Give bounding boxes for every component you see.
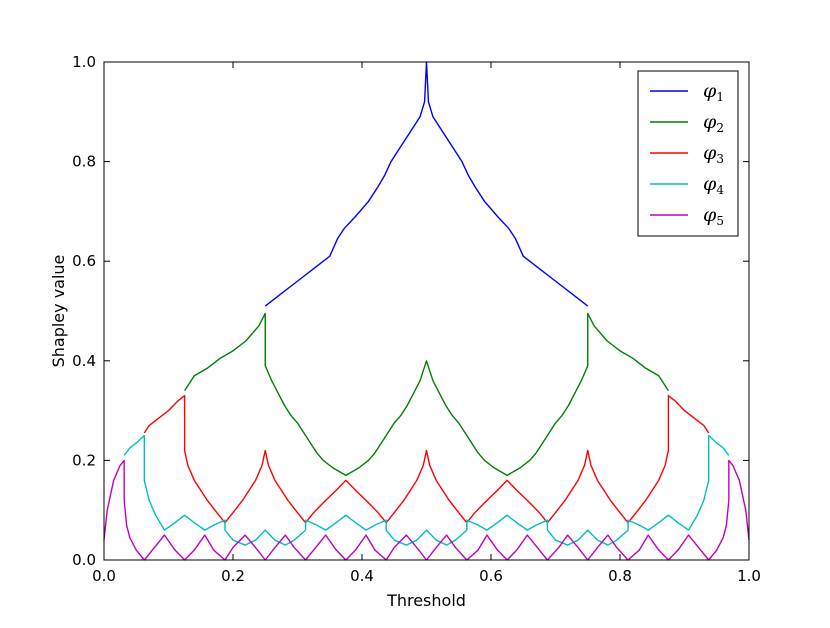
x-tick-label: 0.2 <box>221 567 245 585</box>
y-tick-label: 0.4 <box>72 352 96 370</box>
legend-label-5: φ5 <box>703 204 724 228</box>
x-tick-label: 0.0 <box>92 567 116 585</box>
x-tick-label: 1.0 <box>737 567 761 585</box>
legend-label-1: φ1 <box>703 80 724 104</box>
x-tick-label: 0.8 <box>608 567 632 585</box>
series-line-4 <box>123 434 730 546</box>
y-tick-label: 0.0 <box>72 551 96 569</box>
y-tick-label: 0.8 <box>72 153 96 171</box>
plot-frame <box>103 61 750 561</box>
series-line-5 <box>103 459 750 561</box>
y-axis-label: Shapley value <box>49 255 68 368</box>
y-tick-label: 1.0 <box>72 53 96 71</box>
series-line-3 <box>143 394 710 524</box>
legend-label-3: φ3 <box>703 142 724 166</box>
x-tick-label: 0.6 <box>479 567 503 585</box>
x-tick-label: 0.4 <box>350 567 374 585</box>
legend-label-2: φ2 <box>703 111 724 135</box>
legend-label-4: φ4 <box>703 173 724 197</box>
series-line-2 <box>184 312 669 477</box>
legend: φ1 φ2 φ3 φ4 φ5 <box>637 70 739 237</box>
y-tick-label: 0.6 <box>72 252 96 270</box>
ticks-layer: 0.0 0.2 0.4 0.6 0.8 1.0 0.0 0.2 0.4 0.6 0.8 1.0 <box>72 53 761 585</box>
y-tick-label: 0.2 <box>72 451 96 469</box>
series-line-1 <box>264 61 589 307</box>
x-axis-label: Threshold <box>386 591 466 610</box>
